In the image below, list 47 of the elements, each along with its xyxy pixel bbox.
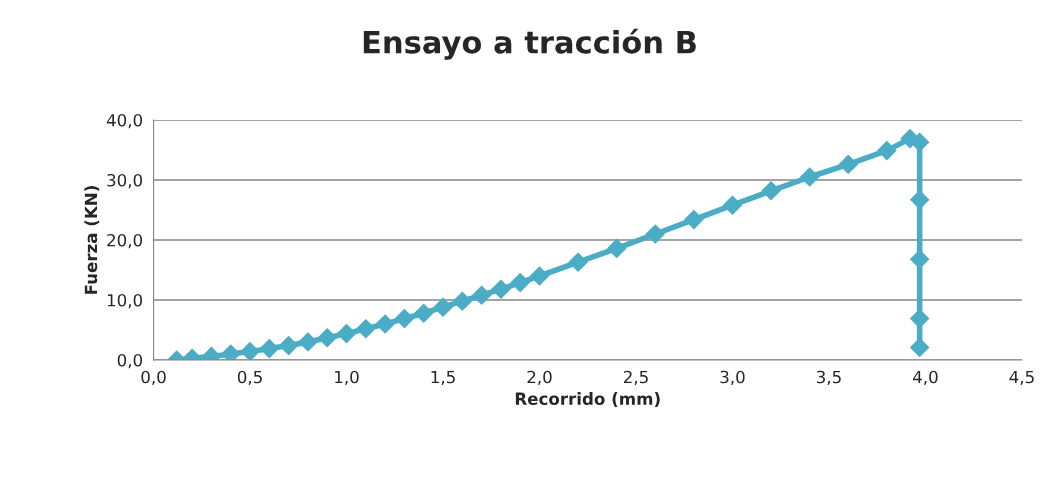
y-tick-label: 20,0	[107, 233, 143, 249]
point	[645, 224, 666, 244]
point	[433, 297, 453, 318]
point	[838, 154, 859, 175]
x-tick-label: 4,0	[913, 370, 938, 386]
chart-title: Ensayo a tracción B	[363, 28, 696, 60]
point	[722, 195, 743, 216]
point	[356, 318, 376, 339]
y-tick-label: 30,0	[107, 173, 143, 189]
x-tick-label: 3,5	[816, 370, 841, 386]
point	[394, 308, 415, 329]
point	[298, 332, 318, 352]
point	[684, 209, 704, 230]
point	[413, 303, 434, 324]
y-tick-label: 0,0	[117, 353, 143, 369]
point	[510, 272, 531, 293]
x-tick-label: 0,0	[141, 370, 166, 386]
x-tick-label: 1,5	[431, 370, 455, 386]
point	[375, 314, 395, 334]
point	[909, 249, 930, 270]
x-tick-label: 4,5	[1009, 370, 1034, 386]
y-axis-title: Fuerza (KN)	[84, 186, 100, 294]
y-tick-label: 40,0	[106, 113, 143, 129]
point	[909, 189, 930, 210]
point	[799, 167, 820, 187]
point	[606, 238, 627, 259]
point	[471, 285, 492, 306]
x-tick-label: 2,0	[527, 370, 552, 386]
x-axis-title: Recorrido (mm)	[515, 392, 660, 407]
point	[491, 279, 511, 300]
point	[877, 140, 897, 161]
x-tick-label: 0,5	[237, 370, 262, 386]
point	[336, 323, 357, 344]
x-tick-label: 3,0	[720, 370, 745, 386]
point	[529, 266, 550, 286]
point	[317, 327, 338, 348]
point	[568, 252, 588, 273]
point	[909, 337, 930, 358]
x-tick-label: 1,0	[335, 370, 359, 386]
point	[278, 335, 299, 356]
point	[761, 180, 781, 201]
point	[240, 341, 260, 360]
point	[909, 308, 930, 329]
point	[452, 291, 473, 312]
y-tick-label: 10,0	[107, 293, 143, 309]
x-tick-label: 2,5	[623, 370, 648, 386]
point	[259, 338, 280, 359]
